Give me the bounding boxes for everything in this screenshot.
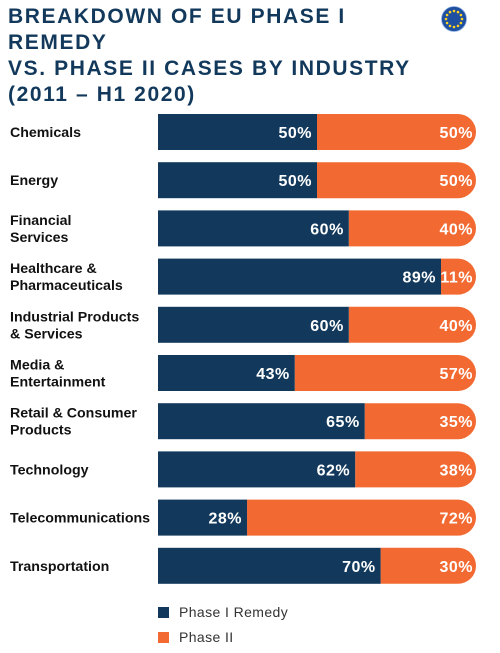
eu-flag-icon (441, 6, 467, 32)
legend-item-phase2: Phase II (158, 625, 288, 649)
bar-phase1 (158, 355, 295, 391)
category-label: Telecommunications (10, 511, 150, 527)
bar-phase2 (247, 499, 476, 536)
data-label-phase1: 60% (310, 221, 344, 238)
bar-phase1 (158, 403, 365, 440)
legend-item-phase1: Phase I Remedy (158, 600, 288, 624)
data-label-phase1: 70% (342, 559, 376, 576)
bar-phase2 (380, 547, 476, 584)
data-label-phase2: 40% (439, 221, 473, 238)
bar-phase2 (355, 451, 476, 488)
data-label-phase2: 50% (439, 125, 473, 142)
category-label: Chemicals (10, 125, 81, 141)
category-label: Financial Services (10, 213, 72, 246)
data-label-phase1: 50% (278, 125, 312, 142)
data-label-phase1: 65% (326, 414, 360, 431)
data-label-phase1: 62% (317, 462, 351, 479)
data-label-phase2: 72% (439, 511, 473, 528)
bar-phase2 (348, 306, 476, 343)
bar-phase1 (158, 162, 317, 199)
bar-phase2 (364, 403, 476, 440)
bar-phase2 (317, 162, 476, 199)
bar-phase1 (158, 114, 317, 150)
data-label-phase1: 43% (256, 366, 290, 383)
data-label-phase2: 40% (439, 318, 473, 335)
category-label: Industrial Products & Services (10, 309, 139, 342)
stacked-bar-chart: Chemicals 50% 50% Energy 50% 50% Financial Serv… (10, 114, 476, 584)
data-label-phase2: 30% (439, 559, 473, 576)
category-label: Healthcare & Pharmaceuticals (10, 261, 123, 294)
bar-phase2 (317, 114, 476, 150)
legend-label-phase1: Phase I Remedy (179, 604, 289, 620)
bar-phase2 (294, 355, 476, 391)
bar-phase1 (158, 210, 349, 247)
data-label-phase1: 60% (310, 318, 344, 335)
data-label-phase1: 50% (278, 173, 312, 190)
bar-phase1 (158, 258, 442, 295)
category-label: Technology (10, 462, 89, 478)
category-label: Retail & Consumer Products (10, 406, 137, 439)
category-label: Transportation (10, 559, 109, 575)
legend-swatch-phase1 (158, 606, 169, 618)
bar-phase2 (348, 210, 476, 247)
data-label-phase2: 50% (439, 173, 473, 190)
bar-phase1 (158, 547, 381, 584)
category-label: Media & Entertainment (10, 358, 106, 391)
bar-phase1 (158, 499, 248, 536)
data-label-phase2: 35% (439, 414, 473, 431)
bar-phase1 (158, 306, 349, 343)
legend-label-phase2: Phase II (179, 629, 234, 645)
data-label-phase1: 89% (402, 270, 436, 287)
data-label-phase1: 28% (209, 511, 243, 528)
category-label: Energy (10, 173, 58, 189)
data-label-phase2: 57% (439, 366, 473, 383)
chart-legend: Phase I Remedy Phase II (158, 600, 288, 650)
legend-swatch-phase2 (158, 631, 169, 643)
chart-title: BREAKDOWN OF EU PHASE I REMEDY VS. PHASE… (8, 5, 411, 106)
bar-phase2 (441, 258, 476, 295)
data-label-phase2: 11% (440, 270, 473, 287)
data-label-phase2: 38% (439, 462, 473, 479)
bar-phase1 (158, 451, 356, 488)
